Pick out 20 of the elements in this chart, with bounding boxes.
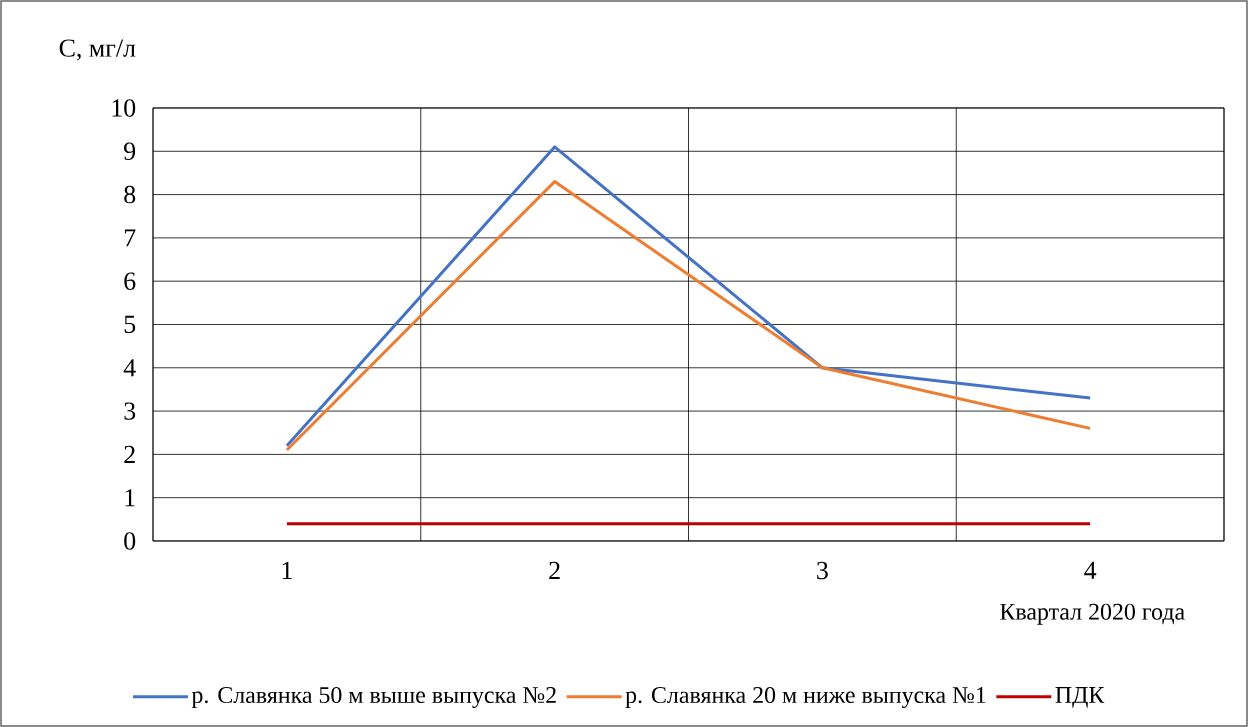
- y-axis-title: C, мг/л: [59, 39, 136, 61]
- y-tick-label: 10: [112, 99, 136, 117]
- y-tick-label: 3: [124, 402, 136, 420]
- y-tick-label: 6: [124, 272, 136, 290]
- y-tick-label: 1: [125, 489, 135, 507]
- y-tick-label: 8: [124, 185, 136, 204]
- legend-label: р. Славянка 50 м выше выпуска №2: [191, 686, 556, 709]
- x-tick-label: 4: [1084, 561, 1097, 579]
- y-tick-label: 4: [123, 359, 136, 377]
- legend-label: ПДК: [1055, 687, 1105, 708]
- x-tick-label: 3: [817, 561, 828, 580]
- x-axis-title: Квартал 2020 года: [1000, 603, 1185, 625]
- y-tick-label: 9: [124, 142, 136, 160]
- y-tick-label: 0: [124, 532, 136, 550]
- x-tick-label: 2: [549, 561, 560, 579]
- y-tick-label: 5: [124, 315, 136, 334]
- legend-label: р. Славянка 20 м ниже выпуска №1: [625, 686, 986, 709]
- y-tick-label: 2: [124, 445, 135, 463]
- y-tick-label: 7: [124, 229, 136, 247]
- x-tick-label: 1: [282, 561, 292, 579]
